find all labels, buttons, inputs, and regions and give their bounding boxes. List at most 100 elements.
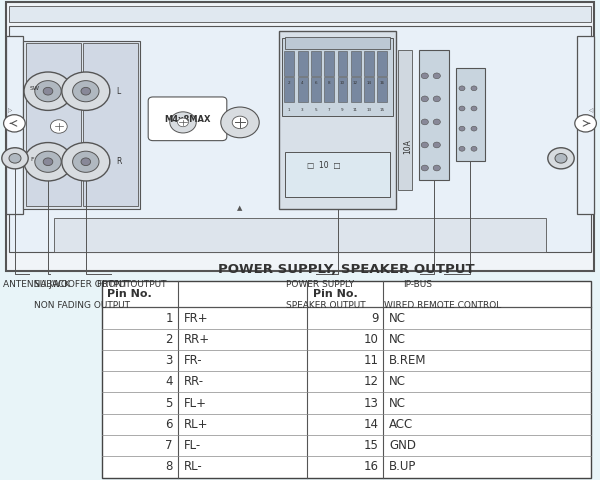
Text: FL+: FL+	[184, 396, 207, 409]
Bar	[377, 51, 387, 75]
Text: FL-: FL-	[184, 439, 201, 452]
Text: 4: 4	[301, 81, 304, 85]
Bar	[102, 281, 591, 478]
Text: FR+: FR+	[184, 312, 208, 324]
Bar	[279, 31, 396, 209]
Text: 8: 8	[328, 81, 330, 85]
Bar	[351, 51, 361, 75]
Circle shape	[471, 86, 477, 91]
Circle shape	[62, 72, 110, 110]
Text: 10: 10	[364, 333, 379, 346]
Text: SW: SW	[30, 86, 40, 91]
Text: 15: 15	[364, 439, 379, 452]
Text: 5: 5	[166, 396, 173, 409]
Text: 12: 12	[353, 81, 358, 85]
Bar	[9, 26, 591, 252]
Text: 10A: 10A	[403, 139, 412, 154]
Circle shape	[421, 142, 428, 148]
Text: SUBWOOFER OUTPUT: SUBWOOFER OUTPUT	[34, 280, 131, 289]
Text: 11: 11	[364, 354, 379, 367]
Circle shape	[73, 151, 99, 172]
Text: 1: 1	[166, 312, 173, 324]
Bar	[298, 51, 308, 75]
Text: 9: 9	[371, 312, 379, 324]
Text: 14: 14	[364, 418, 379, 431]
Circle shape	[421, 73, 428, 79]
Bar	[324, 77, 334, 102]
Bar	[377, 77, 387, 102]
Text: 16: 16	[364, 460, 379, 473]
Text: 9: 9	[341, 108, 343, 111]
Circle shape	[170, 112, 196, 133]
Bar	[284, 77, 295, 102]
Text: ▷: ▷	[8, 108, 12, 113]
Text: FR-: FR-	[184, 354, 202, 367]
Circle shape	[24, 143, 72, 181]
Text: L: L	[116, 87, 120, 96]
Bar	[364, 77, 374, 102]
Text: FRONT OUTPUT: FRONT OUTPUT	[97, 280, 167, 289]
Text: B.REM: B.REM	[389, 354, 427, 367]
Text: RL-: RL-	[184, 460, 203, 473]
Text: 11: 11	[353, 108, 358, 111]
Text: ◁: ◁	[588, 108, 592, 113]
Circle shape	[471, 126, 477, 131]
Text: 6: 6	[166, 418, 173, 431]
Text: 6: 6	[314, 81, 317, 85]
Bar	[311, 77, 321, 102]
Circle shape	[471, 106, 477, 111]
Bar	[311, 51, 321, 75]
Text: POWER SUPPLY: POWER SUPPLY	[286, 280, 354, 289]
Bar	[23, 41, 140, 209]
Circle shape	[35, 81, 61, 102]
Text: SPEAKER OUTPUT: SPEAKER OUTPUT	[286, 301, 365, 311]
Text: R: R	[116, 157, 121, 166]
Text: 13: 13	[366, 108, 371, 111]
Text: 7: 7	[328, 108, 330, 111]
Circle shape	[81, 158, 91, 166]
Circle shape	[575, 115, 596, 132]
Circle shape	[421, 96, 428, 102]
Text: RR-: RR-	[184, 375, 204, 388]
Circle shape	[459, 146, 465, 151]
Text: 1: 1	[288, 108, 290, 111]
Text: RL+: RL+	[184, 418, 208, 431]
Circle shape	[4, 115, 25, 132]
Text: 4: 4	[166, 375, 173, 388]
Text: 3: 3	[301, 108, 304, 111]
Text: 3: 3	[166, 354, 173, 367]
Text: GND: GND	[389, 439, 416, 452]
Text: ANTENNA JACK: ANTENNA JACK	[3, 280, 70, 289]
Text: 7: 7	[166, 439, 173, 452]
Bar	[324, 51, 334, 75]
FancyBboxPatch shape	[148, 97, 227, 141]
Text: 12: 12	[364, 375, 379, 388]
Circle shape	[24, 72, 72, 110]
Text: 10: 10	[340, 81, 345, 85]
Bar	[456, 69, 485, 161]
Text: □  10  □: □ 10 □	[307, 161, 340, 170]
Bar	[6, 36, 23, 214]
Circle shape	[232, 116, 248, 129]
Text: 15: 15	[379, 108, 385, 111]
Bar	[26, 43, 81, 206]
Circle shape	[421, 119, 428, 125]
Text: 16: 16	[379, 81, 385, 85]
Bar	[285, 36, 390, 49]
Text: ACC: ACC	[389, 418, 413, 431]
Circle shape	[548, 148, 574, 169]
Bar	[419, 50, 449, 180]
Bar	[337, 77, 347, 102]
Circle shape	[9, 154, 21, 163]
Text: F: F	[30, 157, 34, 162]
Bar	[9, 6, 591, 22]
Circle shape	[555, 154, 567, 163]
Circle shape	[73, 81, 99, 102]
Bar	[364, 51, 374, 75]
Circle shape	[50, 120, 67, 133]
Circle shape	[433, 73, 440, 79]
Bar	[577, 36, 594, 214]
Bar	[298, 77, 308, 102]
Circle shape	[433, 142, 440, 148]
Text: POWER SUPPLY, SPEAKER OUTPUT: POWER SUPPLY, SPEAKER OUTPUT	[218, 263, 475, 276]
